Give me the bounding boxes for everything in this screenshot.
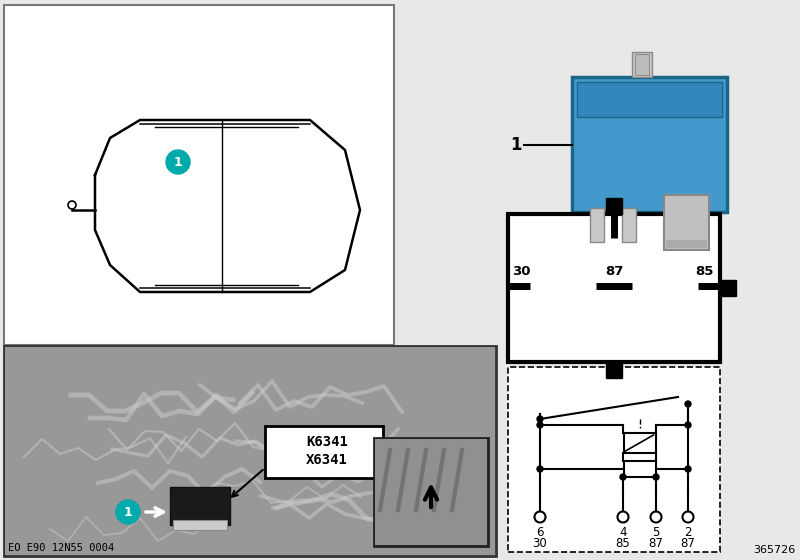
Text: 87: 87 bbox=[605, 265, 623, 278]
Bar bbox=[623, 461, 655, 477]
Bar bbox=[622, 208, 636, 242]
Text: 4: 4 bbox=[619, 526, 626, 539]
Bar bbox=[666, 240, 707, 248]
Circle shape bbox=[653, 474, 659, 480]
Text: 87: 87 bbox=[605, 198, 623, 211]
Bar bbox=[170, 487, 230, 525]
Bar bbox=[632, 52, 652, 77]
Bar bbox=[508, 367, 720, 552]
Bar bbox=[265, 426, 383, 478]
Text: 1: 1 bbox=[124, 506, 132, 519]
Text: 6: 6 bbox=[536, 526, 544, 539]
Bar bbox=[572, 77, 727, 212]
Bar bbox=[606, 362, 622, 378]
Bar bbox=[623, 433, 655, 453]
Text: 87: 87 bbox=[649, 537, 663, 550]
Circle shape bbox=[537, 466, 543, 472]
Text: X6341: X6341 bbox=[306, 453, 348, 467]
Bar bbox=[4, 5, 394, 345]
Text: 30: 30 bbox=[512, 265, 530, 278]
Bar bbox=[375, 439, 487, 545]
Circle shape bbox=[537, 416, 543, 422]
Text: 5: 5 bbox=[652, 526, 660, 539]
Circle shape bbox=[685, 401, 691, 407]
Bar bbox=[4, 346, 496, 556]
Circle shape bbox=[537, 422, 543, 428]
Text: EO E90 12N55 0004: EO E90 12N55 0004 bbox=[8, 543, 114, 553]
Circle shape bbox=[685, 422, 691, 428]
Bar bbox=[664, 195, 709, 250]
Text: 30: 30 bbox=[533, 537, 547, 550]
Text: K6341: K6341 bbox=[306, 435, 348, 449]
Circle shape bbox=[685, 466, 691, 472]
Bar bbox=[577, 82, 722, 117]
Bar bbox=[635, 54, 649, 75]
Circle shape bbox=[116, 500, 140, 524]
Text: 365726: 365726 bbox=[753, 545, 795, 555]
Text: 2: 2 bbox=[684, 526, 692, 539]
Text: 1: 1 bbox=[510, 136, 522, 153]
Bar bbox=[606, 198, 622, 214]
Bar bbox=[374, 438, 488, 546]
Text: 1: 1 bbox=[174, 156, 182, 169]
Text: 87: 87 bbox=[681, 537, 695, 550]
Bar bbox=[508, 214, 720, 362]
Bar bbox=[720, 280, 736, 296]
Text: 85: 85 bbox=[616, 537, 630, 550]
Circle shape bbox=[166, 150, 190, 174]
Text: 85: 85 bbox=[696, 265, 714, 278]
Circle shape bbox=[620, 474, 626, 480]
Bar bbox=[173, 520, 227, 530]
Bar bbox=[5, 347, 495, 555]
Bar bbox=[590, 208, 604, 242]
